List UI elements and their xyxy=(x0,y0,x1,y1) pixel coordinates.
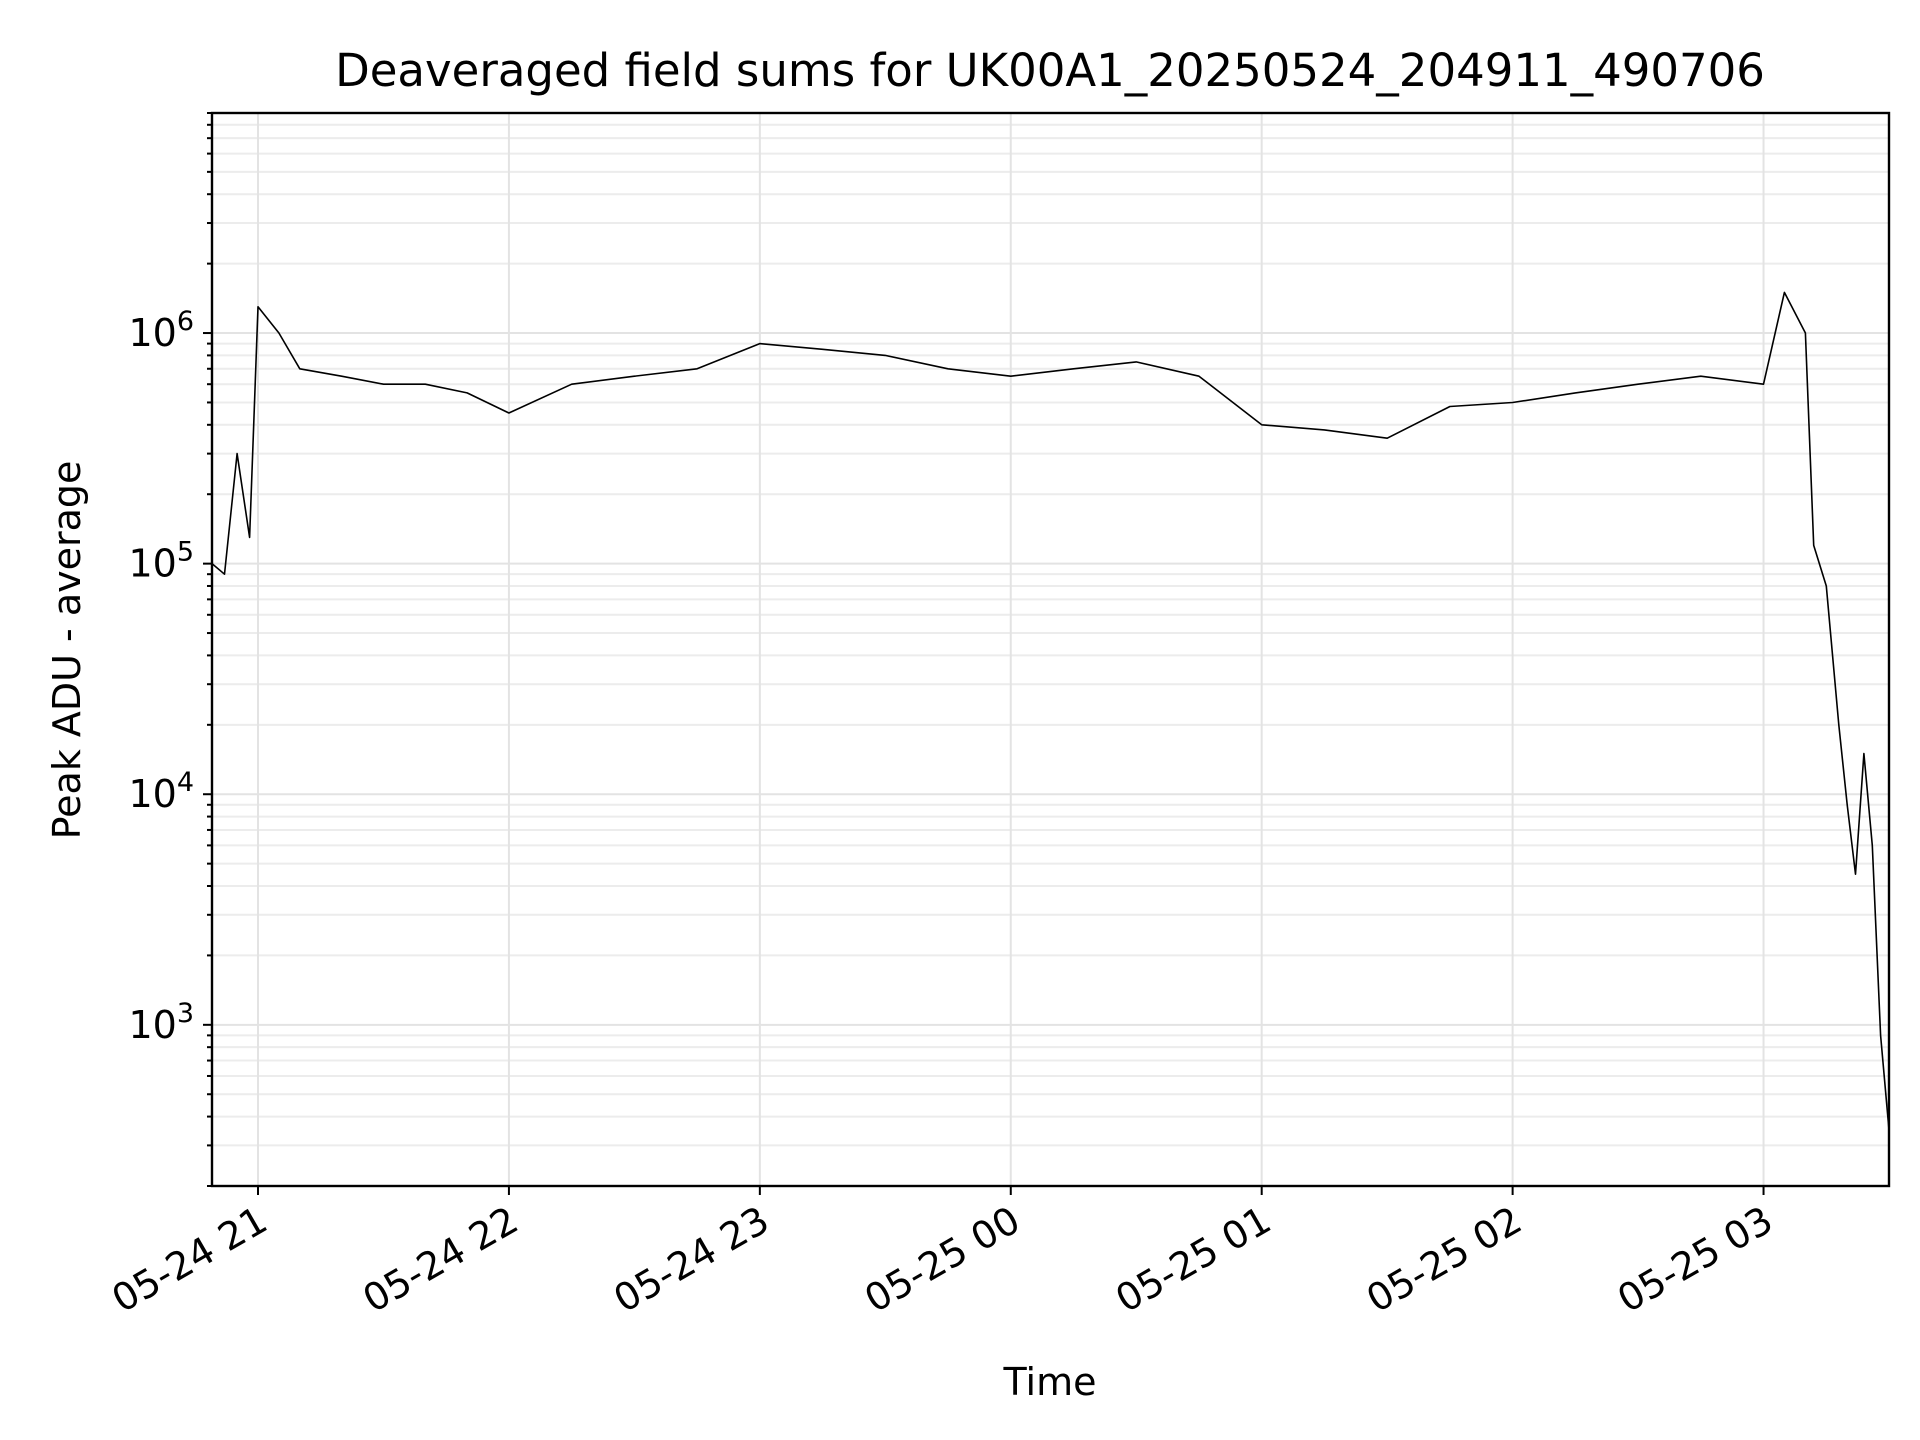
y-tick-base: 10 xyxy=(128,311,176,355)
chart-title: Deaveraged field sums for UK00A1_2025052… xyxy=(335,44,1765,97)
y-tick-exponent: 5 xyxy=(177,537,194,568)
y-tick-label: 104 xyxy=(128,767,194,816)
y-tick-label: 103 xyxy=(128,998,194,1047)
x-axis-label: Time xyxy=(1003,1360,1097,1404)
x-tick-label: 05-24 21 xyxy=(105,1198,275,1322)
x-tick-label: 05-25 00 xyxy=(857,1198,1027,1322)
y-tick-label: 105 xyxy=(128,537,194,586)
x-axis-ticks: 05-24 21 05-24 22 05-24 23 05-25 00 05-25 01… xyxy=(105,1186,1780,1322)
x-tick-label: 05-24 23 xyxy=(606,1198,776,1322)
y-tick-exponent: 3 xyxy=(177,998,194,1029)
y-tick-label: 106 xyxy=(128,306,194,355)
y-tick-base: 10 xyxy=(128,542,176,586)
y-tick-exponent: 4 xyxy=(177,767,194,798)
y-tick-exponent: 6 xyxy=(177,306,194,337)
x-tick-label: 05-25 01 xyxy=(1108,1198,1278,1322)
x-tick-label: 05-25 03 xyxy=(1610,1198,1780,1322)
plot-frame xyxy=(210,111,1891,1188)
y-tick-base: 10 xyxy=(128,772,176,816)
series-layer xyxy=(211,291,1890,1131)
minor-gridlines xyxy=(212,112,1889,1187)
x-tick-label: 05-25 02 xyxy=(1359,1198,1529,1322)
y-axis-label: Peak ADU - average xyxy=(45,461,89,840)
major-gridlines xyxy=(212,113,1889,1186)
series-line xyxy=(211,291,1890,1131)
y-tick-base: 10 xyxy=(128,1003,176,1047)
x-tick-label: 05-24 22 xyxy=(355,1198,525,1322)
